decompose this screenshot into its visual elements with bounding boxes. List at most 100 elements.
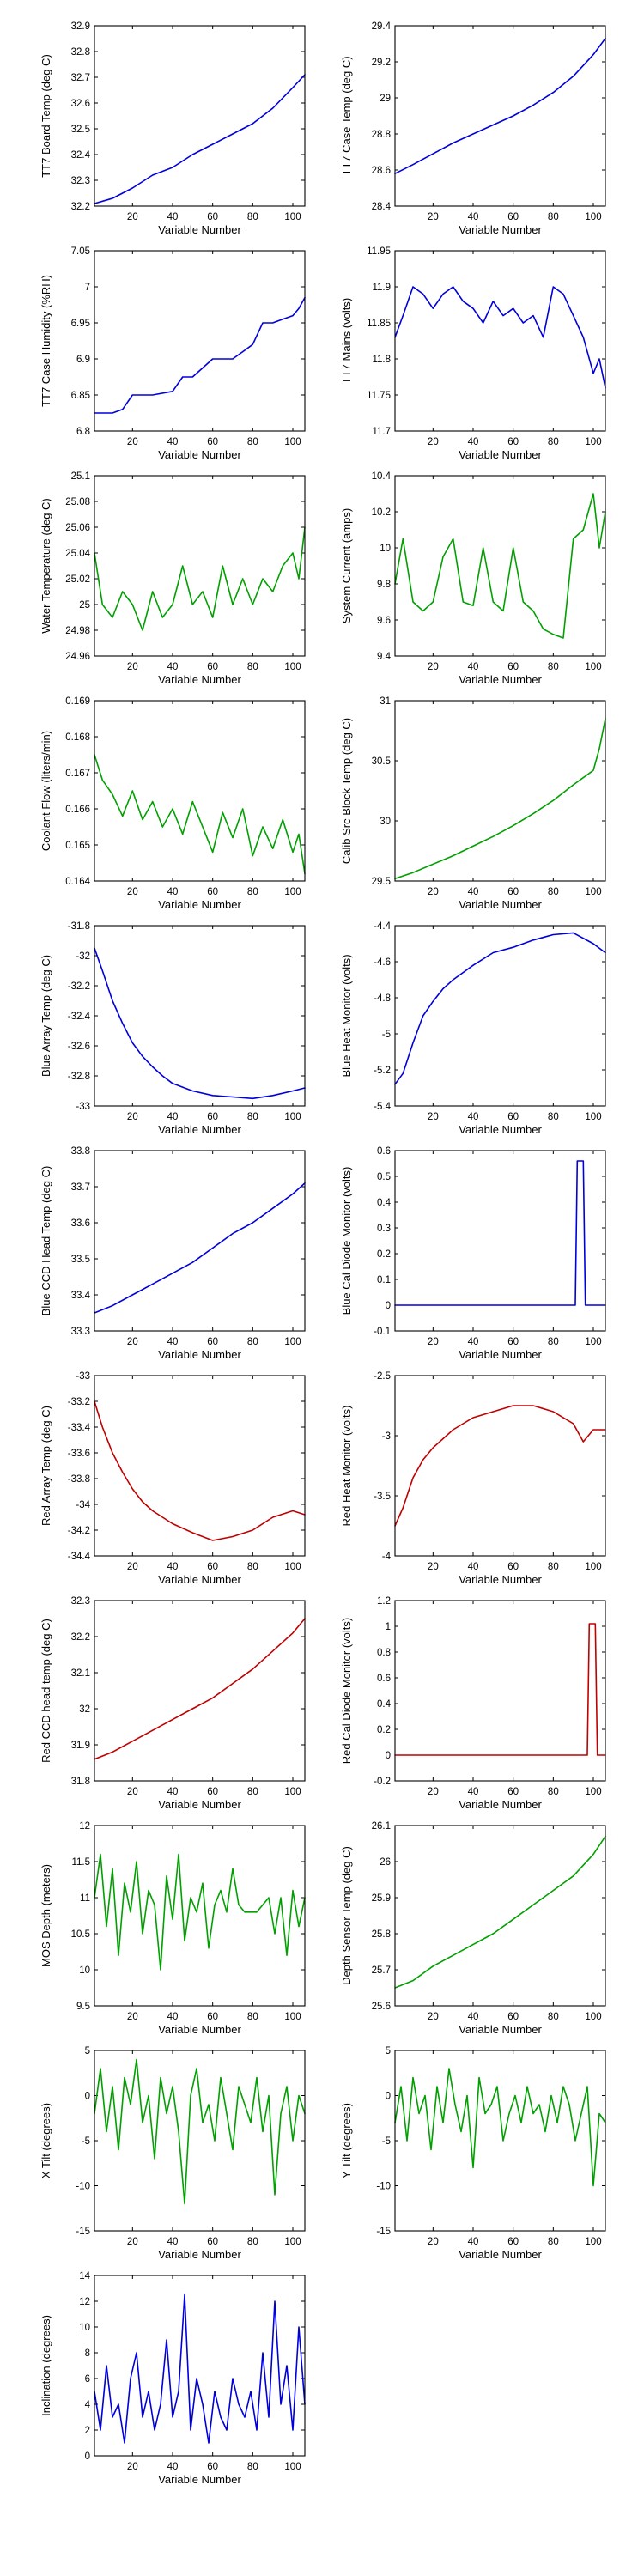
chart-11-axes-frame bbox=[94, 1150, 306, 1332]
chart-14: 20 40 60 80 100 -4 -3.5 -3 -2.5 Variable Number Re… bbox=[340, 1371, 606, 1586]
chart-16: 20 40 60 80 100 -0.2 0 0.2 0.4 0.6 0.8 1 1.2 Variable… bbox=[340, 1596, 606, 1811]
chart-19-ytick-label: -5 bbox=[82, 2136, 90, 2147]
chart-2-xtick-label: 100 bbox=[585, 212, 601, 222]
chart-11-ytick-label: 33.3 bbox=[71, 1327, 90, 1337]
chart-6-series-line bbox=[394, 493, 606, 639]
chart-7-ytick-label: 0.164 bbox=[65, 877, 90, 887]
chart-11-xtick-label: 100 bbox=[284, 1337, 301, 1347]
chart-3-axes-frame bbox=[94, 250, 306, 432]
chart-4-ytick-label: 11.75 bbox=[367, 391, 391, 401]
chart-4-ytick-label: 11.85 bbox=[367, 319, 391, 329]
chart-18-series-line bbox=[394, 1835, 606, 1989]
chart-3-ytick-label: 7 bbox=[85, 283, 90, 293]
chart-8-xtick-label: 20 bbox=[428, 887, 439, 897]
chart-6-xtick-label: 100 bbox=[585, 662, 601, 672]
chart-9-ytick-label: -32.6 bbox=[68, 1042, 90, 1052]
chart-20-series-line bbox=[394, 2068, 606, 2187]
chart-8-y-axis-label: Calib Src Block Temp (deg C) bbox=[340, 718, 353, 864]
chart-3-xtick-label: 80 bbox=[247, 437, 258, 447]
chart-2-axes-frame bbox=[394, 25, 606, 207]
chart-20-xtick-label: 60 bbox=[507, 2237, 519, 2247]
chart-4-xtick-label: 100 bbox=[585, 437, 601, 447]
chart-10-ytick-label: -5.2 bbox=[374, 1066, 391, 1076]
chart-20-xtick-label: 80 bbox=[548, 2237, 559, 2247]
chart-11-xtick-label: 20 bbox=[127, 1337, 138, 1347]
chart-19-ytick-label: 5 bbox=[85, 2046, 90, 2057]
chart-7: 20 40 60 80 100 0.164 0.165 0.166 0.167 0.168 0.16… bbox=[39, 696, 306, 911]
chart-12: 20 40 60 80 100 -0.1 0 0.1 0.2 0.3 0.4 0.5 0.6 Variab… bbox=[340, 1146, 606, 1361]
chart-21-y-axis-label: Inclination (degrees) bbox=[39, 2315, 52, 2416]
chart-17-xtick-label: 40 bbox=[167, 2012, 179, 2022]
chart-9-x-axis-label: Variable Number bbox=[158, 1123, 241, 1136]
chart-14-ytick-label: -4 bbox=[382, 1552, 392, 1562]
chart-6-ytick-label: 9.6 bbox=[377, 616, 391, 626]
chart-5-ytick-label: 25.04 bbox=[65, 549, 90, 559]
chart-1-xtick-label: 80 bbox=[247, 212, 258, 222]
chart-2-series-line bbox=[394, 37, 606, 174]
chart-16-ytick-label: 0.6 bbox=[377, 1674, 391, 1684]
chart-8-xtick-label: 80 bbox=[548, 887, 559, 897]
chart-5-ytick-label: 25.08 bbox=[65, 497, 90, 507]
chart-2-ytick-label: 28.6 bbox=[372, 166, 391, 176]
chart-6: 20 40 60 80 100 9.4 9.6 9.8 10 10.2 10.4 Variable N… bbox=[340, 471, 606, 686]
chart-2-xtick-label: 20 bbox=[428, 212, 439, 222]
chart-1-ytick-label: 32.2 bbox=[71, 202, 90, 212]
chart-18-xtick-label: 80 bbox=[548, 2012, 559, 2022]
chart-1-ytick-label: 32.7 bbox=[71, 73, 90, 83]
chart-11-xtick-label: 80 bbox=[247, 1337, 258, 1347]
chart-15-y-axis-label: Red CCD head temp (deg C) bbox=[39, 1619, 52, 1763]
chart-1-ytick-label: 32.5 bbox=[71, 125, 90, 135]
chart-13-xtick-label: 40 bbox=[167, 1562, 179, 1572]
chart-15-xtick-label: 100 bbox=[284, 1787, 301, 1797]
chart-19-x-axis-label: Variable Number bbox=[158, 2248, 241, 2261]
chart-21-ytick-label: 0 bbox=[85, 2451, 90, 2462]
chart-9-xtick-label: 40 bbox=[167, 1112, 179, 1122]
chart-16-ytick-label: 0.4 bbox=[377, 1699, 392, 1710]
chart-9-ytick-label: -32.4 bbox=[68, 1012, 91, 1022]
chart-16-ytick-label: 0.2 bbox=[377, 1725, 391, 1735]
chart-13-xtick-label: 100 bbox=[284, 1562, 301, 1572]
chart-21-xtick-label: 80 bbox=[247, 2462, 258, 2472]
chart-8-axes-frame bbox=[394, 700, 606, 882]
chart-18-xtick-label: 60 bbox=[507, 2012, 519, 2022]
chart-9-xtick-label: 100 bbox=[284, 1112, 301, 1122]
chart-3-xtick-label: 40 bbox=[167, 437, 179, 447]
chart-17-xtick-label: 60 bbox=[207, 2012, 218, 2022]
chart-13-ytick-label: -33 bbox=[76, 1371, 90, 1382]
chart-11-ytick-label: 33.5 bbox=[71, 1255, 90, 1265]
chart-10-xtick-label: 80 bbox=[548, 1112, 559, 1122]
chart-17-xtick-label: 20 bbox=[127, 2012, 138, 2022]
chart-12-ytick-label: 0 bbox=[386, 1301, 391, 1311]
chart-14-xtick-label: 100 bbox=[585, 1562, 601, 1572]
chart-21-ytick-label: 2 bbox=[85, 2426, 90, 2436]
chart-6-xtick-label: 80 bbox=[548, 662, 559, 672]
chart-14-ytick-label: -3.5 bbox=[374, 1492, 391, 1502]
chart-21-ytick-label: 10 bbox=[79, 2323, 90, 2333]
chart-3-ytick-label: 7.05 bbox=[71, 246, 90, 257]
chart-1-x-axis-label: Variable Number bbox=[158, 223, 241, 236]
chart-19-xtick-label: 40 bbox=[167, 2237, 179, 2247]
chart-7-xtick-label: 80 bbox=[247, 887, 258, 897]
chart-7-xtick-label: 60 bbox=[207, 887, 218, 897]
chart-20-ytick-label: 0 bbox=[386, 2092, 391, 2102]
chart-6-ytick-label: 9.4 bbox=[377, 652, 392, 662]
chart-13-xtick-label: 60 bbox=[207, 1562, 218, 1572]
chart-7-ytick-label: 0.165 bbox=[65, 841, 90, 851]
chart-13: 20 40 60 80 100 -34.4 -34.2 -34 -33.8 -33.6 -33.4 -… bbox=[39, 1371, 306, 1586]
chart-21-axes-frame bbox=[94, 2275, 306, 2457]
chart-15-xtick-label: 80 bbox=[247, 1787, 258, 1797]
chart-15-xtick-label: 60 bbox=[207, 1787, 218, 1797]
chart-14-xtick-label: 20 bbox=[428, 1562, 439, 1572]
chart-18-y-axis-label: Depth Sensor Temp (deg C) bbox=[340, 1846, 353, 1985]
chart-4-ytick-label: 11.7 bbox=[372, 427, 391, 437]
chart-21-x-axis-label: Variable Number bbox=[158, 2473, 241, 2486]
chart-20-x-axis-label: Variable Number bbox=[459, 2248, 542, 2261]
chart-5-axes-frame bbox=[94, 475, 306, 657]
chart-9-ytick-label: -33 bbox=[76, 1102, 90, 1112]
chart-19-xtick-label: 20 bbox=[127, 2237, 138, 2247]
chart-15-ytick-label: 32.1 bbox=[71, 1668, 90, 1679]
chart-17-y-axis-label: MOS Depth (meters) bbox=[39, 1864, 52, 1967]
chart-17-ytick-label: 11.5 bbox=[71, 1857, 90, 1868]
chart-1-ytick-label: 32.4 bbox=[71, 150, 91, 161]
chart-10-xtick-label: 20 bbox=[428, 1112, 439, 1122]
